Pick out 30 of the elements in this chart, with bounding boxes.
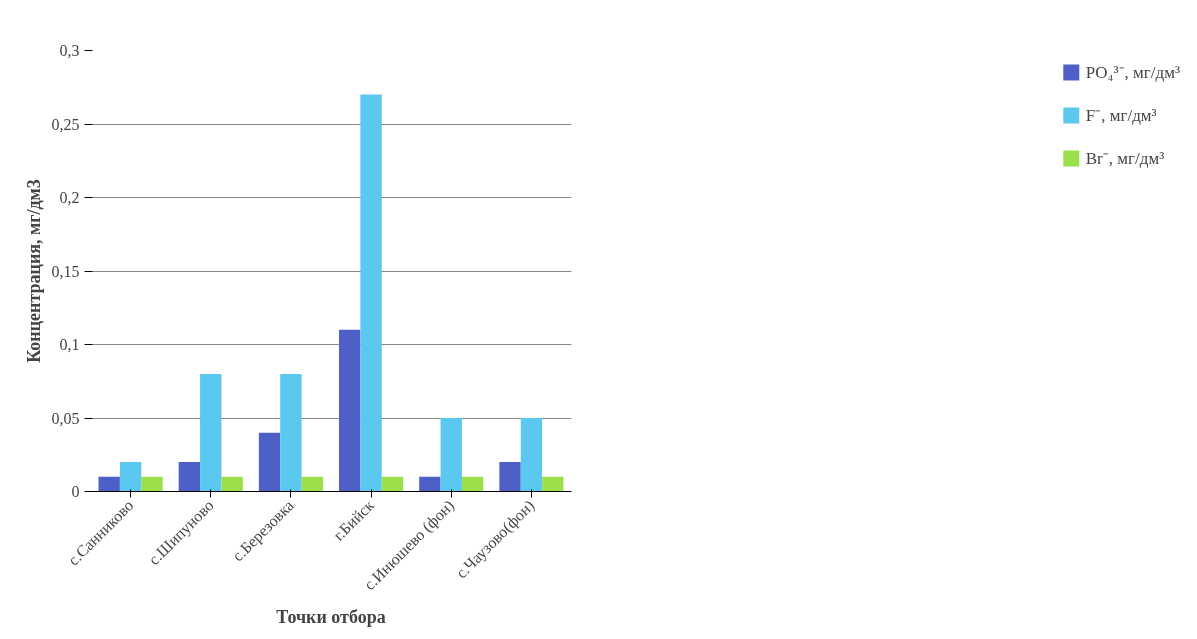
legend-label: F⁻, мг/дм³ xyxy=(1085,105,1157,126)
bar xyxy=(339,329,361,492)
y-tick-label: 0,2 xyxy=(59,189,80,206)
y-tick-label: 0,15 xyxy=(51,262,80,280)
bar xyxy=(419,476,441,492)
y-tick-label: 0,3 xyxy=(59,42,80,59)
legend-label: PO₄³⁻, мг/дм³ xyxy=(1085,62,1180,83)
bar xyxy=(360,94,382,492)
bar xyxy=(301,476,323,492)
bar xyxy=(499,462,521,492)
bar xyxy=(221,476,243,492)
bar xyxy=(119,462,142,492)
x-axis-title: Точки отбора xyxy=(276,607,386,628)
legend-label: Br⁻, мг/дм³ xyxy=(1085,148,1165,169)
y-tick-label: 0,1 xyxy=(59,336,80,353)
bar xyxy=(542,476,564,492)
y-tick-label: 0,05 xyxy=(51,409,80,427)
bar xyxy=(461,476,484,492)
bar xyxy=(141,476,163,492)
bar xyxy=(520,418,543,492)
bar xyxy=(381,476,404,492)
bar xyxy=(280,373,302,492)
y-tick-label: 0 xyxy=(71,483,80,500)
bar xyxy=(98,476,120,492)
bar xyxy=(440,418,462,492)
bar xyxy=(200,373,222,492)
bar xyxy=(258,432,281,492)
y-axis-title: Концентрация, мг/дм3 xyxy=(23,179,44,363)
y-tick-label: 0,25 xyxy=(51,115,80,133)
bar xyxy=(178,462,201,492)
